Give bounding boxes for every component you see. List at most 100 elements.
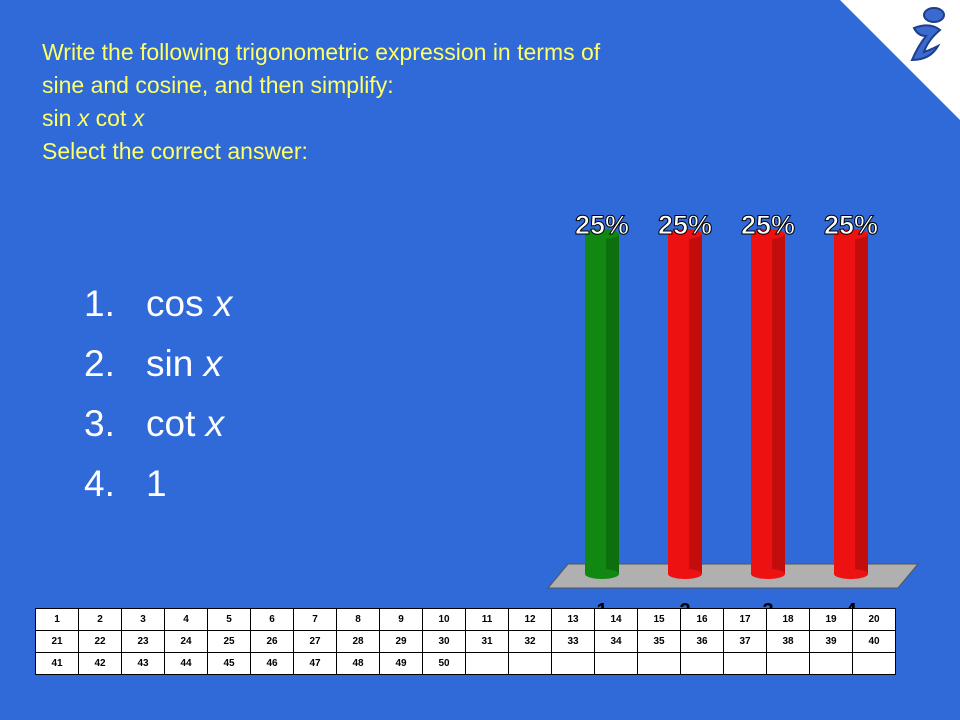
bar-top (751, 229, 785, 239)
answer-text: cos x (146, 283, 233, 324)
chart-floor (546, 563, 920, 589)
keypad-cell-4: 4 (164, 608, 208, 631)
bar-value-label: 25% (575, 210, 629, 240)
bar-top (668, 229, 702, 239)
keypad-cell-7: 7 (293, 608, 337, 631)
keypad-cell-18: 18 (766, 608, 810, 631)
keypad-cell-34: 34 (594, 630, 638, 653)
question-line-1: Write the following trigonometric expres… (42, 39, 601, 65)
answer-text: cot x (146, 403, 225, 444)
keypad-cell-28: 28 (336, 630, 380, 653)
answer-option-3[interactable]: 3. cot x (84, 398, 232, 458)
response-bar-chart: 25%125%225%325%4 (546, 210, 920, 620)
keypad-cell-49: 49 (379, 652, 423, 675)
keypad-cell-empty (723, 652, 767, 675)
keypad-cell-25: 25 (207, 630, 251, 653)
chart-bar-4 (834, 229, 868, 579)
keypad-cell-empty (766, 652, 810, 675)
bar-body (751, 234, 785, 574)
response-keypad-grid: 1 2 3 4 5 6 7 8 9 10 11 12 13 14 15 16 17 18 19 20 21 22 23 24 2… (35, 608, 896, 675)
keypad-cell-36: 36 (680, 630, 724, 653)
keypad-cell-11: 11 (465, 608, 509, 631)
keypad-cell-16: 16 (680, 608, 724, 631)
expression-sin: sin (42, 105, 78, 131)
keypad-cell-13: 13 (551, 608, 595, 631)
keypad-cell-19: 19 (809, 608, 853, 631)
keypad-cell-8: 8 (336, 608, 380, 631)
bar-top (834, 229, 868, 239)
keypad-cell-empty (594, 652, 638, 675)
keypad-cell-41: 41 (35, 652, 79, 675)
expression-var: x (132, 105, 145, 131)
keypad-cell-42: 42 (78, 652, 122, 675)
keypad-cell-empty (809, 652, 853, 675)
answer-option-4[interactable]: 4. 1 (84, 458, 232, 518)
expression-var: x (77, 105, 90, 131)
keypad-cell-32: 32 (508, 630, 552, 653)
keypad-cell-33: 33 (551, 630, 595, 653)
keypad-cell-empty (508, 652, 552, 675)
keypad-cell-empty (852, 652, 896, 675)
answer-list: 1. cos x 2. sin x 3. cot x 4. 1 (84, 278, 232, 518)
keypad-cell-44: 44 (164, 652, 208, 675)
chart-bar-2 (668, 229, 702, 579)
answer-number: 2. (84, 343, 115, 384)
answer-number: 1. (84, 283, 115, 324)
keypad-cell-empty (551, 652, 595, 675)
question-expression: sin x cot x (42, 102, 862, 135)
keypad-cell-empty (637, 652, 681, 675)
answer-text: sin x (146, 343, 223, 384)
keypad-cell-35: 35 (637, 630, 681, 653)
question-line-2: sine and cosine, and then simplify: (42, 72, 394, 98)
answer-number: 3. (84, 403, 115, 444)
keypad-cell-39: 39 (809, 630, 853, 653)
keypad-cell-20: 20 (852, 608, 896, 631)
bar-bottom (585, 569, 619, 579)
bar-bottom (751, 569, 785, 579)
keypad-cell-45: 45 (207, 652, 251, 675)
answer-option-2[interactable]: 2. sin x (84, 338, 232, 398)
keypad-cell-46: 46 (250, 652, 294, 675)
bar-bottom (834, 569, 868, 579)
keypad-row: 1 2 3 4 5 6 7 8 9 10 11 12 13 14 15 16 17 18 19 20 (35, 608, 896, 631)
answer-option-1[interactable]: 1. cos x (84, 278, 232, 338)
keypad-cell-5: 5 (207, 608, 251, 631)
bar-top (585, 229, 619, 239)
keypad-cell-43: 43 (121, 652, 165, 675)
answer-number: 4. (84, 463, 115, 504)
question-text: Write the following trigonometric expres… (42, 36, 862, 168)
keypad-cell-40: 40 (852, 630, 896, 653)
bar-shade (606, 234, 619, 574)
keypad-cell-47: 47 (293, 652, 337, 675)
keypad-cell-48: 48 (336, 652, 380, 675)
keypad-cell-12: 12 (508, 608, 552, 631)
keypad-cell-50: 50 (422, 652, 466, 675)
bar-body (834, 234, 868, 574)
question-instruction: Select the correct answer: (42, 138, 308, 164)
keypad-cell-2: 2 (78, 608, 122, 631)
keypad-cell-31: 31 (465, 630, 509, 653)
bar-value-label: 25% (741, 210, 795, 240)
expression-cot: cot (89, 105, 133, 131)
keypad-cell-empty (680, 652, 724, 675)
keypad-cell-10: 10 (422, 608, 466, 631)
bar-value-label: 25% (824, 210, 878, 240)
bar-value-label: 25% (658, 210, 712, 240)
bar-shade (772, 234, 785, 574)
keypad-cell-22: 22 (78, 630, 122, 653)
bar-shade (855, 234, 868, 574)
keypad-cell-1: 1 (35, 608, 79, 631)
keypad-cell-23: 23 (121, 630, 165, 653)
keypad-row: 21 22 23 24 25 26 27 28 29 30 31 32 33 34 35 36 37 38 39 40 (35, 630, 896, 653)
chart-bar-3 (751, 229, 785, 579)
keypad-cell-empty (465, 652, 509, 675)
keypad-cell-37: 37 (723, 630, 767, 653)
keypad-cell-17: 17 (723, 608, 767, 631)
bar-body (668, 234, 702, 574)
bar-shade (689, 234, 702, 574)
keypad-cell-24: 24 (164, 630, 208, 653)
keypad-cell-30: 30 (422, 630, 466, 653)
bar-body (585, 234, 619, 574)
keypad-cell-3: 3 (121, 608, 165, 631)
keypad-cell-27: 27 (293, 630, 337, 653)
